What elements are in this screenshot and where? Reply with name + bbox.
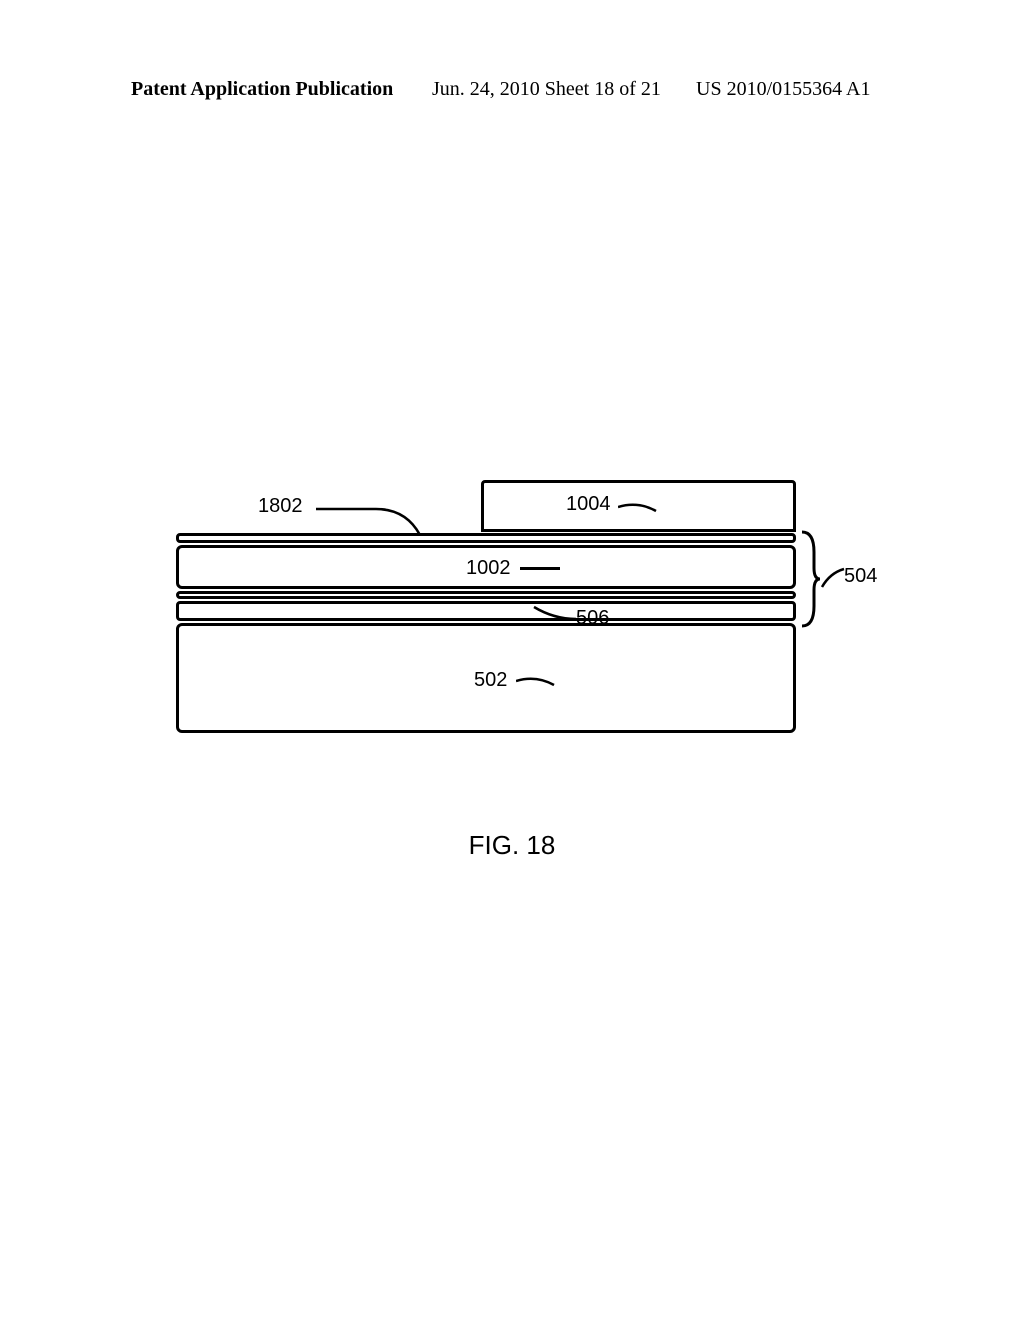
- label-502: 502: [474, 669, 507, 692]
- label-1004: 1004: [566, 493, 611, 516]
- label-504: 504: [844, 565, 877, 588]
- brace-504-icon: [800, 530, 822, 628]
- layer-506-lower: [176, 601, 796, 621]
- lead-502: [516, 675, 556, 689]
- lead-1004: [618, 501, 658, 515]
- lead-506: [532, 605, 576, 623]
- lead-1802: [316, 505, 426, 541]
- label-506: 506: [576, 607, 609, 630]
- layer-506-upper: [176, 591, 796, 599]
- lead-504: [820, 567, 846, 589]
- figure-18: 1802 1004 1002 506 502 504: [176, 415, 816, 735]
- label-1802: 1802: [258, 495, 303, 518]
- label-1002: 1002: [466, 557, 511, 580]
- header-left: Patent Application Publication: [131, 78, 393, 101]
- header-right: US 2010/0155364 A1: [696, 78, 870, 101]
- lead-1002: [520, 567, 560, 570]
- layer-1802: [176, 533, 796, 543]
- header-mid: Jun. 24, 2010 Sheet 18 of 21: [432, 78, 661, 101]
- figure-caption: FIG. 18: [0, 830, 1024, 861]
